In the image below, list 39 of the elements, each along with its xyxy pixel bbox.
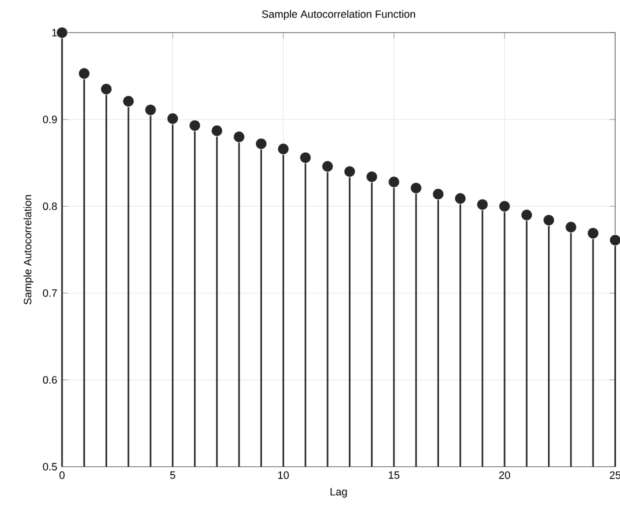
y-tick-label: 0.8: [42, 202, 57, 210]
y-tick-label: 0.6: [42, 376, 57, 384]
point: [78, 68, 90, 80]
point: [322, 160, 334, 172]
point: [188, 120, 201, 132]
point: [277, 143, 290, 155]
point: [388, 176, 400, 188]
point: [144, 104, 156, 116]
chart-title: Sample Autocorrelation Function: [262, 10, 416, 20]
x-tick-label: 5: [170, 472, 176, 479]
point: [366, 171, 378, 183]
y-tick-label: 1: [52, 29, 57, 36]
point: [255, 138, 268, 150]
point: [542, 214, 555, 226]
point: [56, 26, 68, 39]
y-tick-label: 0.5: [42, 463, 57, 471]
y-axis-title: Sample Autocorrelation: [24, 195, 34, 305]
point: [300, 152, 312, 164]
point: [476, 198, 488, 210]
x-tick-label: 0: [60, 472, 65, 480]
point: [410, 182, 422, 194]
x-tick-label: 15: [388, 472, 400, 479]
point: [211, 124, 223, 137]
point: [565, 221, 577, 234]
point: [166, 112, 179, 125]
point: [100, 83, 112, 96]
x-tick-label: 20: [499, 472, 510, 480]
point: [432, 188, 444, 200]
point: [587, 227, 599, 240]
point: [344, 166, 356, 178]
y-tick-label: 0.9: [42, 116, 57, 124]
point: [520, 209, 533, 221]
y-tick-label: 0.7: [42, 289, 57, 297]
x-axis-title: Lag: [330, 488, 347, 498]
point: [122, 95, 134, 108]
x-tick-label: 10: [278, 472, 289, 480]
point: [454, 192, 466, 204]
point: [233, 131, 245, 143]
point: [498, 200, 510, 212]
